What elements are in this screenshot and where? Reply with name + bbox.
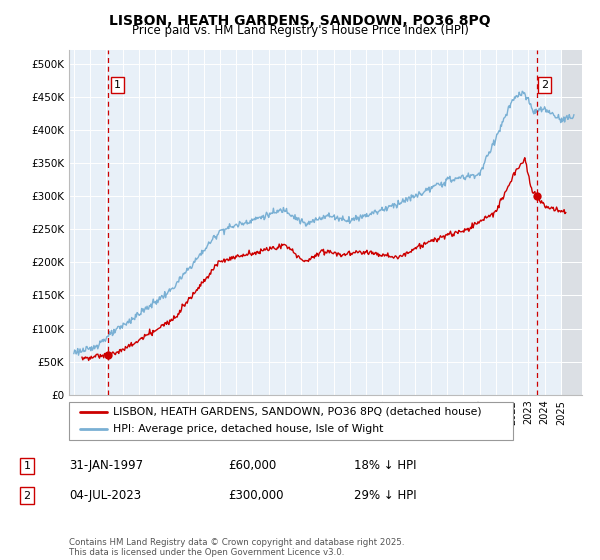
Text: 2: 2	[23, 491, 31, 501]
FancyBboxPatch shape	[69, 402, 513, 440]
Bar	[561, 50, 598, 395]
Text: 18% ↓ HPI: 18% ↓ HPI	[354, 459, 416, 473]
Text: £300,000: £300,000	[228, 489, 284, 502]
Text: 31-JAN-1997: 31-JAN-1997	[69, 459, 143, 473]
Text: LISBON, HEATH GARDENS, SANDOWN, PO36 8PQ (detached house): LISBON, HEATH GARDENS, SANDOWN, PO36 8PQ…	[113, 407, 482, 417]
Text: Contains HM Land Registry data © Crown copyright and database right 2025.
This d: Contains HM Land Registry data © Crown c…	[69, 538, 404, 557]
Text: 29% ↓ HPI: 29% ↓ HPI	[354, 489, 416, 502]
Text: Price paid vs. HM Land Registry's House Price Index (HPI): Price paid vs. HM Land Registry's House …	[131, 24, 469, 37]
Text: £60,000: £60,000	[228, 459, 276, 473]
Text: 1: 1	[114, 80, 121, 90]
Text: LISBON, HEATH GARDENS, SANDOWN, PO36 8PQ: LISBON, HEATH GARDENS, SANDOWN, PO36 8PQ	[109, 14, 491, 28]
Text: 2: 2	[541, 80, 548, 90]
Text: HPI: Average price, detached house, Isle of Wight: HPI: Average price, detached house, Isle…	[113, 424, 384, 435]
Text: 04-JUL-2023: 04-JUL-2023	[69, 489, 141, 502]
Text: 1: 1	[23, 461, 31, 471]
